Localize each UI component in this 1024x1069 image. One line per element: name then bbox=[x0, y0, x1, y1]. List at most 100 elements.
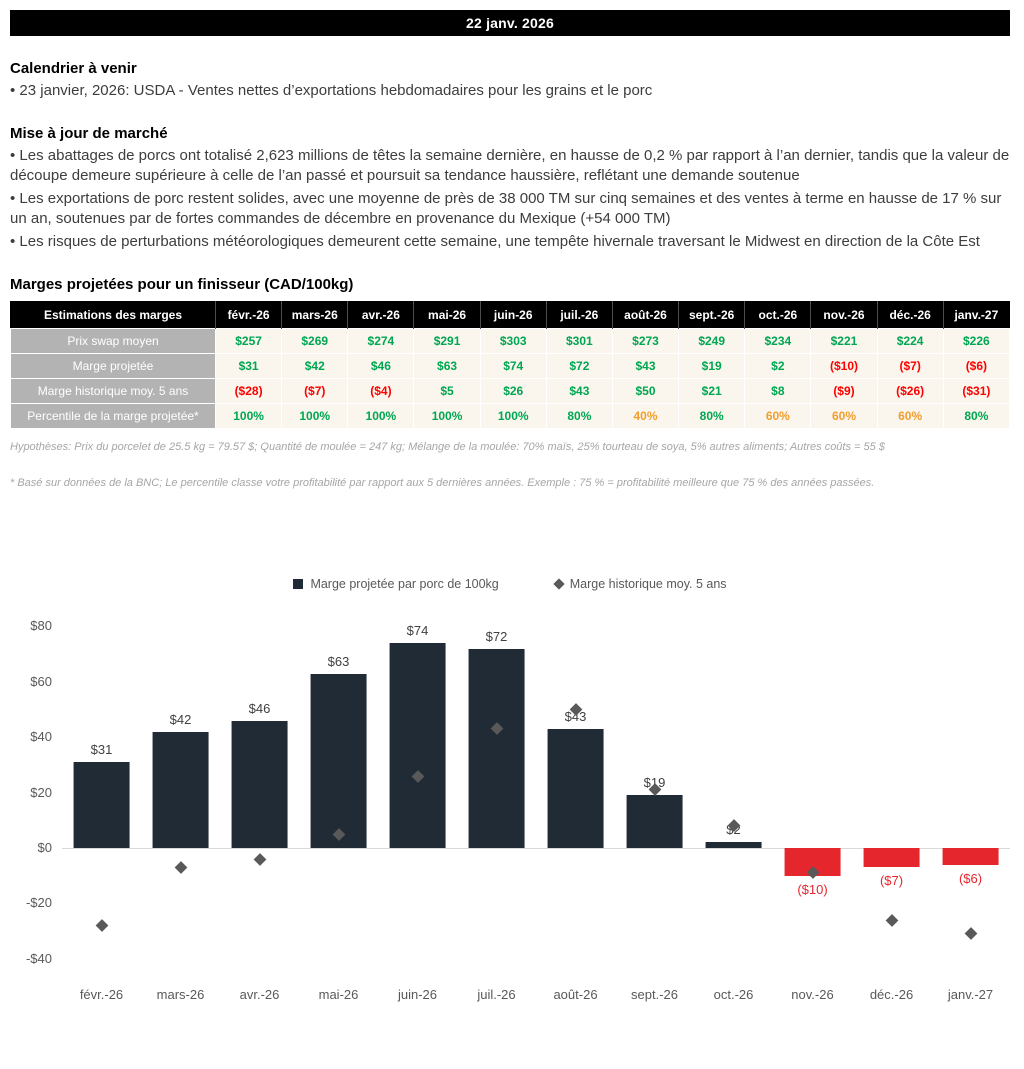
table-cell: ($7) bbox=[877, 353, 943, 378]
table-cell: $301 bbox=[546, 328, 612, 353]
table-cell: $221 bbox=[811, 328, 877, 353]
row-label: Prix swap moyen bbox=[11, 328, 216, 353]
bar-value-label: $63 bbox=[328, 654, 350, 669]
table-cell: $234 bbox=[745, 328, 811, 353]
chart-column: $46 bbox=[220, 613, 299, 973]
margin-bar bbox=[468, 649, 525, 848]
table-cell: $31 bbox=[216, 353, 282, 378]
historical-diamond-marker bbox=[885, 914, 898, 927]
bar-value-label: ($6) bbox=[959, 871, 982, 886]
y-tick-label: $80 bbox=[30, 618, 52, 633]
chart-column: ($7) bbox=[852, 613, 931, 973]
table-cell: $26 bbox=[480, 378, 546, 403]
y-tick-label: $40 bbox=[30, 729, 52, 744]
historical-diamond-marker bbox=[253, 853, 266, 866]
bar-value-label: ($10) bbox=[797, 882, 827, 897]
column-header: sept.-26 bbox=[679, 301, 745, 328]
table-cell: ($26) bbox=[877, 378, 943, 403]
table-cell: 80% bbox=[679, 403, 745, 428]
historical-diamond-marker bbox=[964, 927, 977, 940]
x-tick-label: août-26 bbox=[536, 987, 615, 1002]
table-row: Prix swap moyen$257$269$274$291$303$301$… bbox=[11, 328, 1010, 353]
column-header: oct.-26 bbox=[745, 301, 811, 328]
x-tick-label: févr.-26 bbox=[62, 987, 141, 1002]
y-tick-label: -$40 bbox=[26, 951, 52, 966]
table-cell: $224 bbox=[877, 328, 943, 353]
assumptions-footnote: Hypothèses: Prix du porcelet de 25.5 kg … bbox=[10, 441, 1010, 453]
bar-value-label: ($7) bbox=[880, 873, 903, 888]
margin-bar bbox=[231, 721, 288, 848]
margin-bar bbox=[547, 729, 604, 848]
percentile-footnote: * Basé sur données de la BNC; Le percent… bbox=[10, 477, 1010, 489]
table-cell: 100% bbox=[414, 403, 480, 428]
table-cell: $72 bbox=[546, 353, 612, 378]
table-cell: $74 bbox=[480, 353, 546, 378]
margin-bar bbox=[310, 674, 367, 848]
table-header-row: Estimations des margesfévr.-26mars-26avr… bbox=[11, 301, 1010, 328]
x-tick-label: mai-26 bbox=[299, 987, 378, 1002]
table-cell: ($28) bbox=[216, 378, 282, 403]
table-cell: $2 bbox=[745, 353, 811, 378]
margin-bar bbox=[942, 848, 999, 865]
legend-item-historical: Marge historique moy. 5 ans bbox=[555, 577, 727, 591]
x-tick-label: nov.-26 bbox=[773, 987, 852, 1002]
table-cell: $273 bbox=[612, 328, 678, 353]
legend-label-historical: Marge historique moy. 5 ans bbox=[570, 577, 727, 591]
table-row: Marge historique moy. 5 ans($28)($7)($4)… bbox=[11, 378, 1010, 403]
table-cell: $42 bbox=[282, 353, 348, 378]
column-header: janv.-27 bbox=[943, 301, 1009, 328]
table-cell: ($31) bbox=[943, 378, 1009, 403]
margins-section-title: Marges projetées pour un finisseur (CAD/… bbox=[10, 276, 1010, 293]
table-cell: 80% bbox=[546, 403, 612, 428]
margin-bar bbox=[73, 762, 130, 848]
table-cell: ($6) bbox=[943, 353, 1009, 378]
column-header: mars-26 bbox=[282, 301, 348, 328]
table-cell: $5 bbox=[414, 378, 480, 403]
calendar-section-title: Calendrier à venir bbox=[10, 60, 1010, 77]
x-tick-label: oct.-26 bbox=[694, 987, 773, 1002]
table-cell: $274 bbox=[348, 328, 414, 353]
row-label: Marge projetée bbox=[11, 353, 216, 378]
x-tick-label: mars-26 bbox=[141, 987, 220, 1002]
y-tick-label: $60 bbox=[30, 674, 52, 689]
chart-column: $63 bbox=[299, 613, 378, 973]
column-header: avr.-26 bbox=[348, 301, 414, 328]
table-cell: $249 bbox=[679, 328, 745, 353]
bar-value-label: $31 bbox=[91, 742, 113, 757]
bar-value-label: $42 bbox=[170, 712, 192, 727]
chart-column: ($6) bbox=[931, 613, 1010, 973]
chart-column: $43 bbox=[536, 613, 615, 973]
table-cell: $50 bbox=[612, 378, 678, 403]
market-update-section-title: Mise à jour de marché bbox=[10, 125, 1010, 142]
table-cell: $63 bbox=[414, 353, 480, 378]
column-header: déc.-26 bbox=[877, 301, 943, 328]
bar-swatch-icon bbox=[293, 579, 303, 589]
table-cell: ($10) bbox=[811, 353, 877, 378]
margin-bar bbox=[863, 848, 920, 867]
chart-column: $42 bbox=[141, 613, 220, 973]
y-axis: $80$60$40$20$0-$20-$40 bbox=[10, 613, 62, 973]
report-date: 22 janv. 2026 bbox=[466, 15, 554, 31]
market-update-list: • Les abattages de porcs ont totalisé 2,… bbox=[10, 146, 1010, 252]
margin-bar bbox=[705, 842, 762, 848]
column-header: nov.-26 bbox=[811, 301, 877, 328]
chart-column: $31 bbox=[62, 613, 141, 973]
historical-diamond-marker bbox=[174, 861, 187, 874]
table-cell: $257 bbox=[216, 328, 282, 353]
y-tick-label: -$20 bbox=[26, 895, 52, 910]
table-cell: $226 bbox=[943, 328, 1009, 353]
chart-plot-row: $80$60$40$20$0-$20-$40 $31$42$46$63$74$7… bbox=[10, 613, 1010, 973]
margin-bar bbox=[152, 732, 209, 848]
table-cell: 80% bbox=[943, 403, 1009, 428]
x-tick-label: sept.-26 bbox=[615, 987, 694, 1002]
y-tick-label: $0 bbox=[38, 840, 52, 855]
table-cell: $19 bbox=[679, 353, 745, 378]
table-cell: 100% bbox=[216, 403, 282, 428]
chart-column: $72 bbox=[457, 613, 536, 973]
x-tick-label: juil.-26 bbox=[457, 987, 536, 1002]
report-page: 22 janv. 2026 Calendrier à venir • 23 ja… bbox=[0, 0, 1024, 1069]
bar-value-label: $72 bbox=[486, 629, 508, 644]
table-cell: 40% bbox=[612, 403, 678, 428]
table-cell: ($9) bbox=[811, 378, 877, 403]
bullet-item: • 23 janvier, 2026: USDA - Ventes nettes… bbox=[10, 81, 1010, 101]
